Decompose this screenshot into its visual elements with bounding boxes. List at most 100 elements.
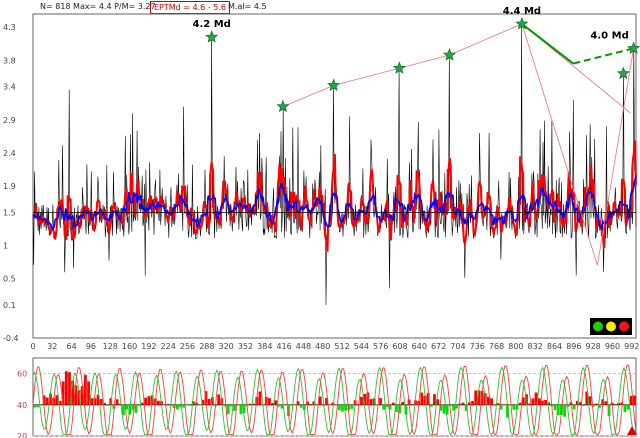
x-tick-label: 736 xyxy=(470,342,485,350)
oscillator-bar-negative xyxy=(464,404,468,411)
oscillator-bar-positive xyxy=(331,402,335,405)
oscillator-bar-positive xyxy=(274,400,278,405)
oscillator-bar-positive xyxy=(71,380,75,405)
y-tick-label: 2.9 xyxy=(3,116,16,125)
status-light-yellow-icon xyxy=(606,321,616,332)
oscillator-bar-negative xyxy=(36,404,40,408)
x-tick-label: 992 xyxy=(624,342,639,350)
oscillator-bar-positive xyxy=(461,402,465,405)
peak-star xyxy=(392,61,406,74)
oscillator-bar-positive xyxy=(410,404,414,405)
oscillator-bar-negative xyxy=(299,404,303,408)
x-tick-label: 288 xyxy=(199,342,214,350)
status-light-green-icon xyxy=(593,321,603,332)
oscillator-bar-positive xyxy=(467,402,471,405)
y-tick-label: 1 xyxy=(3,241,8,250)
oscillator-bar-positive xyxy=(217,394,221,405)
oscillator-bar-positive xyxy=(201,399,205,405)
x-tick-label: 128 xyxy=(103,342,118,350)
oscillator-bar-positive xyxy=(93,398,97,405)
peak-label: 4.2 Md xyxy=(193,19,231,30)
oscillator-bar-positive xyxy=(252,403,255,405)
oscillator-bar-positive xyxy=(315,404,319,406)
oscillator-bar-negative xyxy=(106,404,109,406)
y-tick-label: -0.4 xyxy=(3,334,19,343)
oscillator-bar-negative xyxy=(375,404,379,406)
oscillator-bar-positive xyxy=(502,404,506,405)
forecast-solid-line xyxy=(521,23,574,65)
oscillator-bar-positive xyxy=(518,402,522,405)
oscillator-bar-negative xyxy=(337,404,341,411)
y-tick-label: 3.8 xyxy=(3,56,16,65)
oscillator-bar-positive xyxy=(594,403,598,405)
oscillator-bar-negative xyxy=(452,404,455,411)
peak-label: 4.4 Md xyxy=(503,6,541,17)
oscillator-bar-positive xyxy=(426,392,430,405)
oscillator-bar-negative xyxy=(229,404,233,407)
oscillator-bar-positive xyxy=(271,403,275,405)
oscillator-bar-positive xyxy=(58,400,62,405)
oscillator-bar-positive xyxy=(166,404,170,405)
oscillator-bar-negative xyxy=(553,404,557,411)
x-tick-label: 960 xyxy=(605,342,620,350)
oscillator-bar-negative xyxy=(198,404,202,406)
x-tick-label: 224 xyxy=(161,342,176,350)
header-mal: M.al= 4.5 xyxy=(228,2,267,11)
oscillator-bar-negative xyxy=(328,404,332,406)
x-tick-label: 864 xyxy=(547,342,562,350)
y-tick-label: 2.4 xyxy=(3,149,16,158)
x-tick-label: 608 xyxy=(392,342,407,350)
red-triangle-icon xyxy=(627,426,637,435)
oscillator-bar-positive xyxy=(585,391,589,405)
oscillator-bar-negative xyxy=(293,404,297,406)
oscillator-bar-negative xyxy=(499,404,503,410)
peak-star xyxy=(616,66,630,80)
oscillator-bar-positive xyxy=(318,396,322,405)
oscillator-bar-positive xyxy=(579,402,582,405)
oscillator-bar-negative xyxy=(388,404,392,410)
oscillator-bar-negative xyxy=(188,404,192,406)
x-tick-label: 672 xyxy=(431,342,446,350)
peak-star xyxy=(443,48,456,61)
oscillator-bar-positive xyxy=(379,398,382,405)
y-tick-label: 1.5 xyxy=(3,208,16,217)
x-tick-label: 160 xyxy=(122,342,137,350)
x-tick-label: 416 xyxy=(276,342,291,350)
x-tick-label: 384 xyxy=(257,342,272,350)
peak-star xyxy=(627,41,640,54)
oscillator-bar-negative xyxy=(223,404,227,407)
x-tick-label: 512 xyxy=(334,342,349,350)
oscillator-bar-negative xyxy=(385,404,389,408)
oscillator-bar-positive xyxy=(401,401,405,405)
oscillator-bar-positive xyxy=(61,381,65,405)
x-tick-label: 192 xyxy=(141,342,156,350)
oscillator-bar-positive xyxy=(534,392,538,405)
raw-magnitude-line xyxy=(32,23,637,305)
x-tick-label: 352 xyxy=(238,342,253,350)
x-tick-label: 256 xyxy=(180,342,195,350)
x-tick-label: 704 xyxy=(450,342,465,350)
oscillator-bar-positive xyxy=(544,399,547,405)
oscillator-bar-positive xyxy=(144,397,148,405)
oscillator-bar-positive xyxy=(629,395,633,405)
oscillator-bar-positive xyxy=(391,402,395,405)
x-tick-label: 32 xyxy=(47,342,57,350)
x-tick-label: 800 xyxy=(508,342,523,350)
oscillator-bar-positive xyxy=(620,402,624,405)
oscillator-bar-positive xyxy=(83,374,87,405)
oscillator-bar-negative xyxy=(163,404,167,406)
y-tick-label: 3.4 xyxy=(3,83,16,92)
oscillator-bar-positive xyxy=(55,395,59,405)
oscillator-bar-positive xyxy=(613,404,617,405)
oscillator-bar-positive xyxy=(156,400,160,405)
oscillator-bar-positive xyxy=(604,401,608,405)
oscillator-bar-negative xyxy=(122,404,125,416)
oscillator-bar-negative xyxy=(429,404,433,407)
oscillator-bar-positive xyxy=(360,396,363,405)
y-tick-label: 4.3 xyxy=(3,23,16,32)
oscillator-bar-positive xyxy=(74,385,78,405)
header-stats: N= 818 Max= 4.4 P/M= 3.27 xyxy=(40,2,156,11)
oscillator-bar-positive xyxy=(420,392,424,405)
oscillator-bar-positive xyxy=(258,391,262,405)
